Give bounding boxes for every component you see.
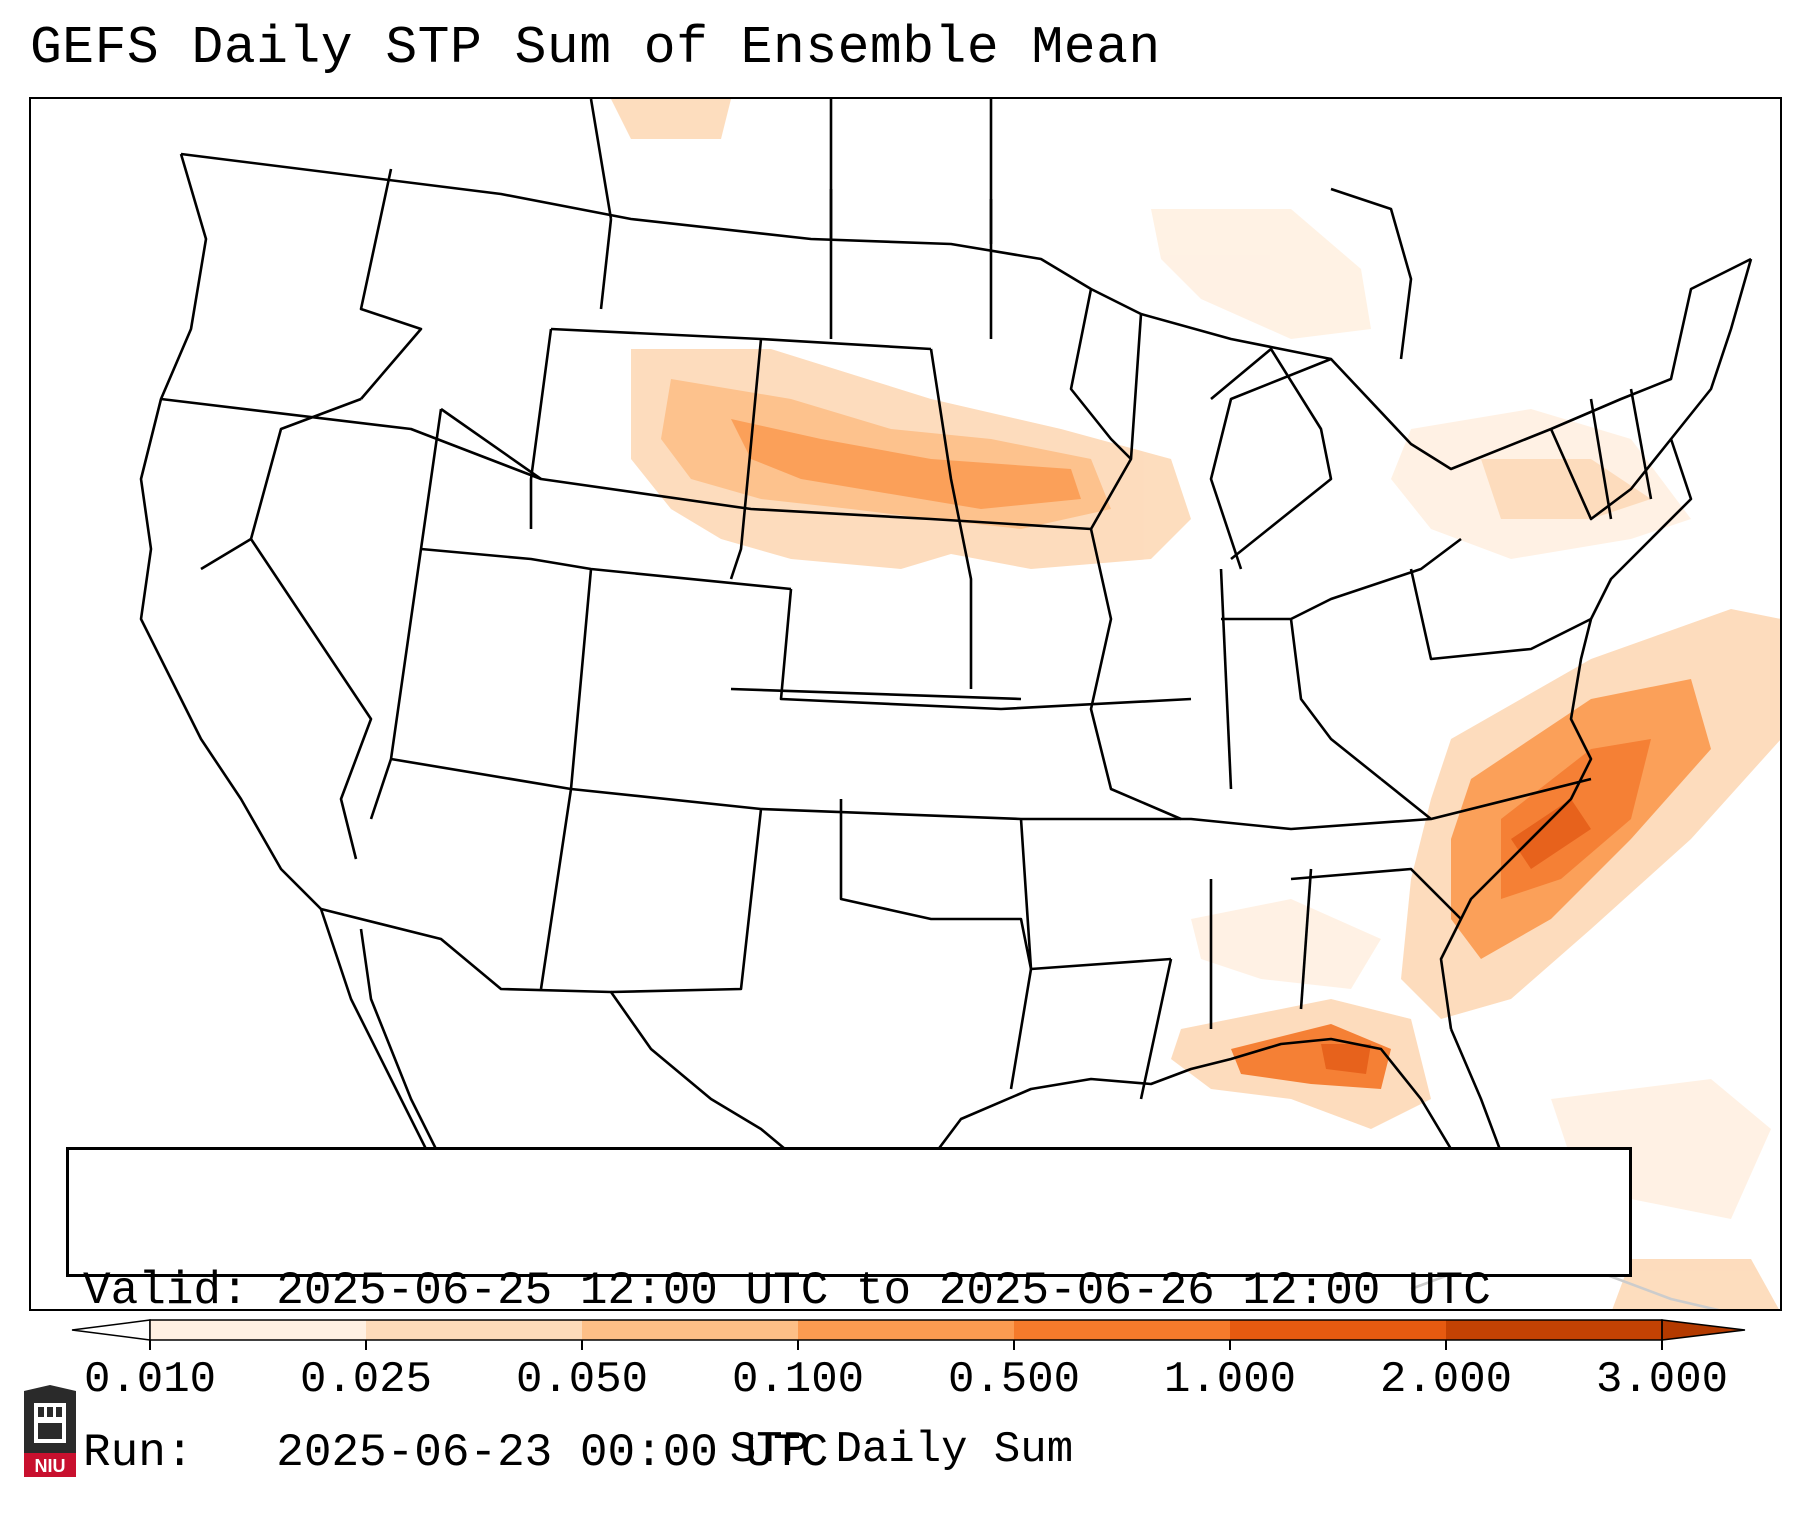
colorbar-segment — [1230, 1320, 1447, 1340]
colorbar-tick-label: 0.010 — [83, 1355, 217, 1405]
chart-title: GEFS Daily STP Sum of Ensemble Mean — [30, 18, 1161, 78]
atlantic-coast — [1439, 258, 1753, 1030]
stp-region-canada-w — [611, 99, 731, 139]
colorbar-label: STP Daily Sum — [729, 1425, 1074, 1475]
valid-time-text: Valid: 2025-06-25 12:00 UTC to 2025-06-2… — [83, 1265, 1491, 1317]
colorbar-tick-label: 0.100 — [731, 1355, 865, 1405]
map-panel — [29, 97, 1782, 1311]
colorbar-tick-label: 3.000 — [1595, 1355, 1729, 1405]
colorbar-tick-label: 2.000 — [1379, 1355, 1513, 1405]
stp-region-atlantic — [1551, 1079, 1771, 1219]
colorbar-tick-label: 1.000 — [1163, 1355, 1297, 1405]
stp-shading — [611, 99, 1780, 1309]
stp-region-gulf-peak — [1321, 1044, 1371, 1074]
colorbar-segment — [798, 1320, 1015, 1340]
stp-region-caribbean — [1612, 1259, 1779, 1309]
colorbar-extend-high — [1661, 1319, 1746, 1341]
valid-run-box: Valid: 2025-06-25 12:00 UTC to 2025-06-2… — [66, 1147, 1632, 1479]
state-boundaries — [139, 99, 1753, 1309]
colorbar-tick-label: 0.500 — [947, 1355, 1081, 1405]
colorbar-segment — [150, 1320, 367, 1340]
colorbar-outline — [149, 1319, 1663, 1341]
colorbar — [71, 1319, 1746, 1350]
logo-text: NIU — [35, 1456, 66, 1476]
stp-region-canada — [1151, 209, 1371, 339]
map-canvas — [139, 99, 1780, 1309]
colorbar-segment — [1446, 1320, 1663, 1340]
colorbar-segment — [1014, 1320, 1231, 1340]
stp-region-ga — [1191, 899, 1381, 989]
stp-region-gulf-core — [1231, 1024, 1391, 1089]
pacific-coast — [139, 153, 322, 910]
stp-region-plains-inner — [731, 419, 1081, 509]
colorbar-segment — [366, 1320, 583, 1340]
colorbar-tick-label: 0.050 — [515, 1355, 649, 1405]
colorbar-segment — [582, 1320, 799, 1340]
great-lakes-border — [1140, 257, 1752, 471]
stp-region-se-peak — [1511, 799, 1591, 869]
us-canada-border — [180, 152, 1142, 316]
colorbar-tick-label: 0.025 — [299, 1355, 433, 1405]
run-time-text: Run: 2025-06-23 00:00 UTC — [83, 1427, 829, 1479]
niu-logo: NIU — [24, 1385, 76, 1477]
colorbar-extend-low — [71, 1319, 151, 1341]
